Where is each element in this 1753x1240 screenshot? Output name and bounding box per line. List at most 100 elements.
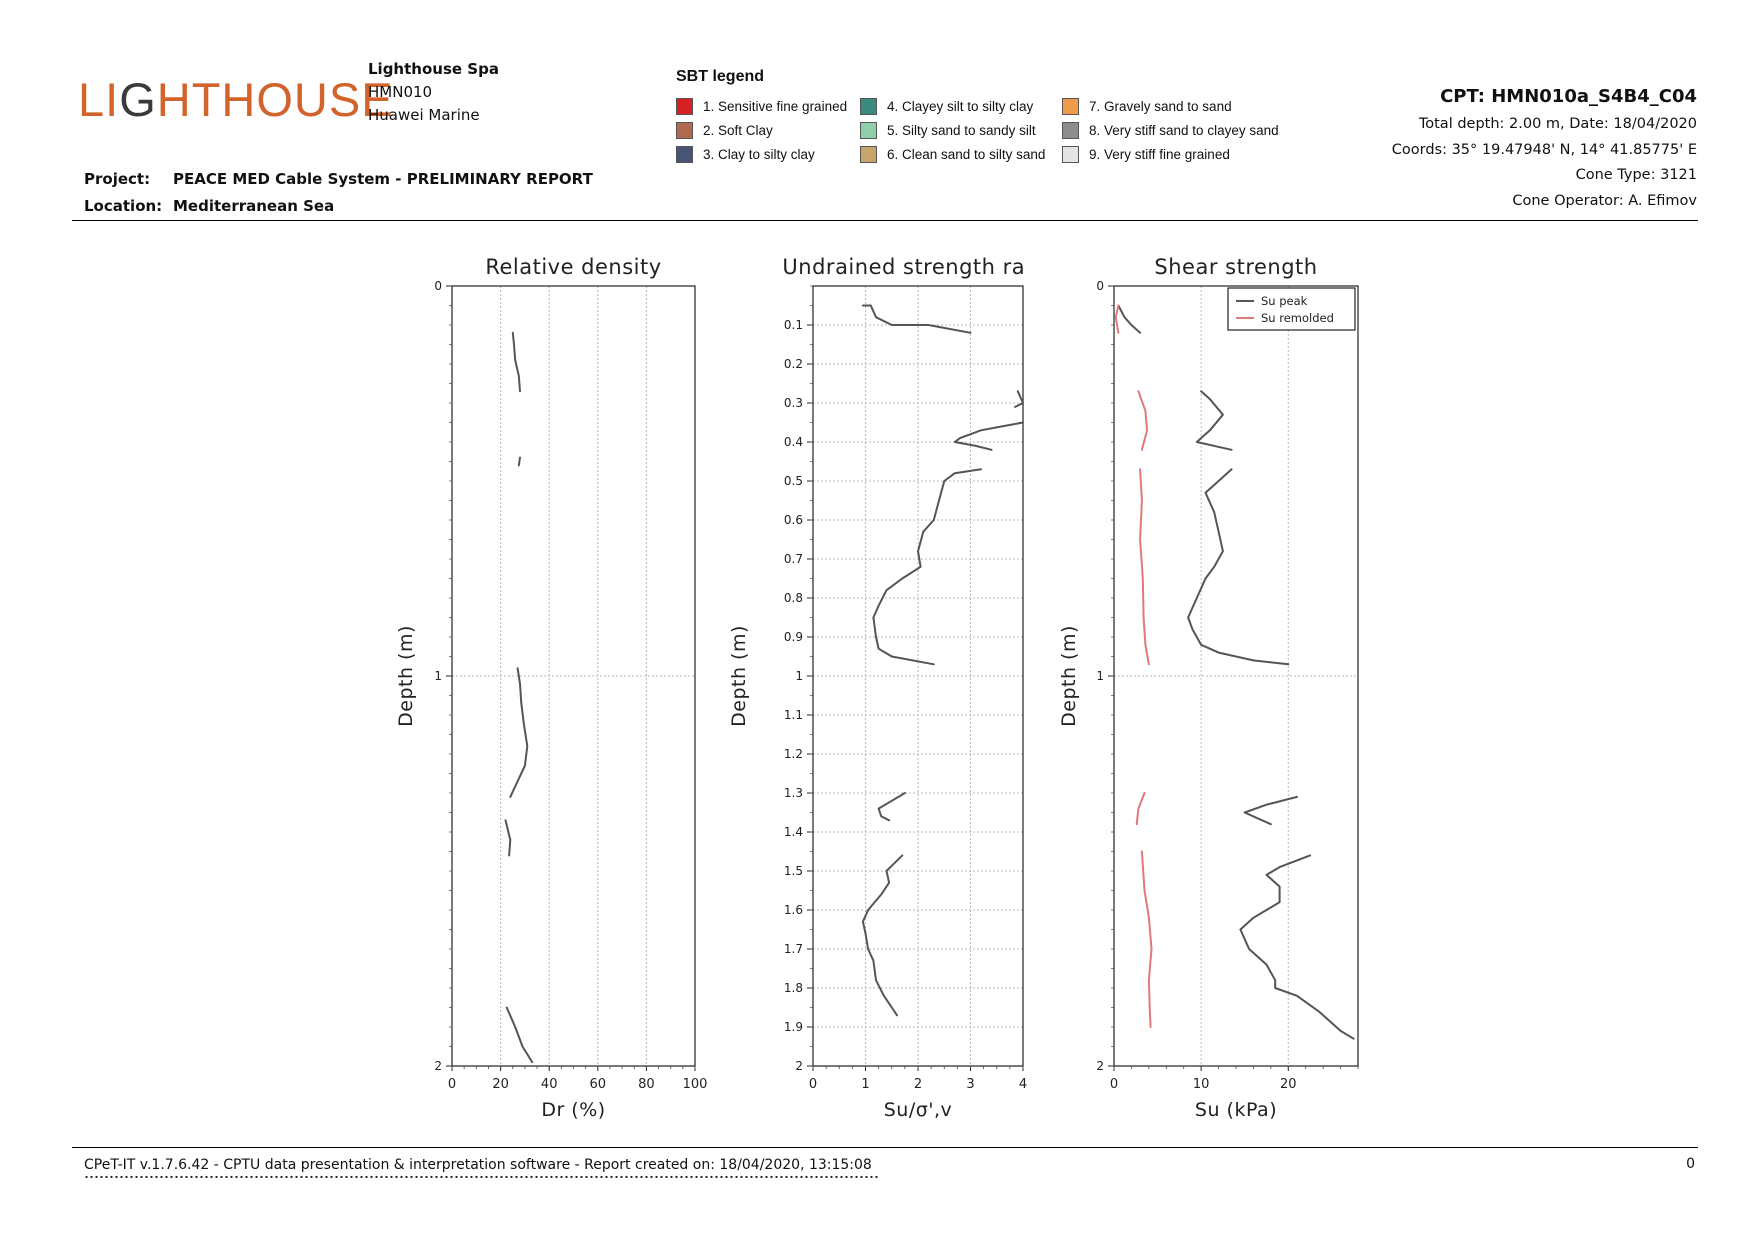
sbt-swatch <box>676 122 693 139</box>
y-tick-label: 1.3 <box>784 786 803 800</box>
y-tick-label: 0.9 <box>784 630 803 644</box>
cpt-coords: Coords: 35° 19.47948' N, 14° 41.85775' E <box>1391 141 1697 158</box>
x-axis-label: Su/σ',v <box>884 1099 953 1121</box>
data-line <box>1139 468 1150 666</box>
y-tick-label: 1.8 <box>784 981 803 995</box>
project-label: Project: <box>84 170 151 188</box>
y-tick-label: 2 <box>434 1059 442 1073</box>
sbt-swatch <box>1062 146 1079 163</box>
y-tick-label: 1 <box>1096 669 1104 683</box>
x-tick-label: 0 <box>809 1077 817 1092</box>
x-tick-label: 100 <box>683 1077 708 1092</box>
y-tick-label: 1.5 <box>784 864 803 878</box>
data-line <box>505 1006 534 1064</box>
y-tick-label: 1.6 <box>784 903 803 917</box>
data-line <box>861 854 904 1017</box>
y-tick-label: 1.1 <box>784 708 803 722</box>
x-tick-label: 0 <box>448 1077 456 1092</box>
sbt-label: 1. Sensitive fine grained <box>703 99 848 114</box>
x-tick-label: 60 <box>590 1077 607 1092</box>
sbt-label: 9. Very stiff fine grained <box>1089 147 1230 162</box>
x-axis-label: Su (kPa) <box>1195 1099 1277 1121</box>
y-tick-label: 0.1 <box>784 318 803 332</box>
sbt-legend-title: SBT legend <box>676 68 765 85</box>
sbt-legend-item: 6. Clean sand to silty sand <box>860 146 1045 163</box>
y-tick-label: 0.8 <box>784 591 803 605</box>
data-line <box>1137 390 1149 451</box>
data-line <box>1117 304 1142 334</box>
y-tick-label: 1.4 <box>784 825 803 839</box>
x-tick-label: 40 <box>541 1077 558 1092</box>
sbt-legend-item: 3. Clay to silty clay <box>676 146 815 163</box>
data-line <box>1187 468 1290 666</box>
y-tick-label: 0 <box>1096 279 1104 293</box>
data-line <box>1195 390 1233 451</box>
company-logo: LIGHTHOUSE <box>78 76 394 123</box>
data-line <box>1114 304 1120 334</box>
x-axis-label: Dr (%) <box>541 1099 605 1121</box>
cpt-title: CPT: HMN010a_S4B4_C04 <box>1440 86 1697 107</box>
y-tick-label: 0.5 <box>784 474 803 488</box>
sbt-label: 2. Soft Clay <box>703 123 773 138</box>
footer-divider <box>72 1147 1698 1148</box>
footer-dotted-line <box>84 1175 879 1179</box>
sbt-label: 3. Clay to silty clay <box>703 147 815 162</box>
sbt-legend-item: 8. Very stiff sand to clayey sand <box>1062 122 1279 139</box>
header-divider <box>72 220 1698 221</box>
data-line <box>877 792 906 822</box>
data-line <box>1140 850 1153 1028</box>
y-tick-label: 0 <box>434 279 442 293</box>
x-tick-label: 0 <box>1110 1077 1118 1092</box>
data-line <box>517 456 521 467</box>
data-line <box>861 304 972 334</box>
company-code: HMN010 <box>368 83 433 101</box>
sbt-swatch <box>860 98 877 115</box>
y-tick-label: 1 <box>434 669 442 683</box>
chart-title: Relative density <box>485 255 661 279</box>
y-axis-label: Depth (m) <box>1058 625 1080 727</box>
data-line <box>509 667 529 798</box>
x-tick-label: 3 <box>966 1077 974 1092</box>
x-tick-label: 4 <box>1019 1077 1027 1092</box>
project-value: PEACE MED Cable System - PRELIMINARY REP… <box>173 170 593 188</box>
sbt-label: 7. Gravely sand to sand <box>1089 99 1232 114</box>
y-tick-label: 0.6 <box>784 513 803 527</box>
sbt-legend-item: 2. Soft Clay <box>676 122 773 139</box>
chart-title: Shear strength <box>1154 255 1317 279</box>
x-tick-label: 1 <box>861 1077 869 1092</box>
sbt-legend-item: 5. Silty sand to sandy silt <box>860 122 1036 139</box>
cpt-cone-operator: Cone Operator: A. Efimov <box>1512 192 1697 209</box>
sbt-label: 8. Very stiff sand to clayey sand <box>1089 123 1279 138</box>
y-tick-label: 2 <box>795 1059 803 1073</box>
logo-text-part-2: G <box>119 73 157 126</box>
y-axis-label: Depth (m) <box>395 625 417 727</box>
data-line <box>872 468 982 666</box>
footer-software-text: CPeT-IT v.1.7.6.42 - CPTU data presentat… <box>84 1157 872 1173</box>
x-tick-label: 80 <box>638 1077 655 1092</box>
cpt-info: CPT: HMN010a_S4B4_C04 Total depth: 2.00 … <box>1392 84 1697 214</box>
legend-label: Su peak <box>1261 294 1308 308</box>
sbt-legend-item: 7. Gravely sand to sand <box>1062 98 1232 115</box>
y-axis-label: Depth (m) <box>728 625 750 727</box>
cpt-total-depth: Total depth: 2.00 m, Date: 18/04/2020 <box>1418 116 1697 132</box>
sbt-label: 6. Clean sand to silty sand <box>887 147 1046 162</box>
sbt-legend-item: 4. Clayey silt to silty clay <box>860 98 1033 115</box>
chart-legend <box>1227 287 1356 331</box>
y-tick-label: 0.7 <box>784 552 803 566</box>
sbt-swatch <box>1062 122 1079 139</box>
y-tick-label: 1.7 <box>784 942 803 956</box>
logo-text-part-1: LI <box>78 73 120 126</box>
page-number: 0 <box>1686 1156 1695 1172</box>
chart-title: Undrained strength ratio <box>782 255 1053 279</box>
sbt-label: 5. Silty sand to sandy silt <box>887 123 1036 138</box>
company-block: Lighthouse Spa HMN010 Huawei Marine <box>368 58 499 127</box>
y-tick-label: 0.2 <box>784 357 803 371</box>
x-tick-label: 20 <box>1280 1077 1297 1092</box>
sbt-swatch <box>860 122 877 139</box>
x-tick-label: 20 <box>492 1077 509 1092</box>
data-line <box>953 421 1024 451</box>
data-line <box>1239 854 1355 1040</box>
data-line <box>504 819 512 857</box>
sbt-swatch <box>860 146 877 163</box>
